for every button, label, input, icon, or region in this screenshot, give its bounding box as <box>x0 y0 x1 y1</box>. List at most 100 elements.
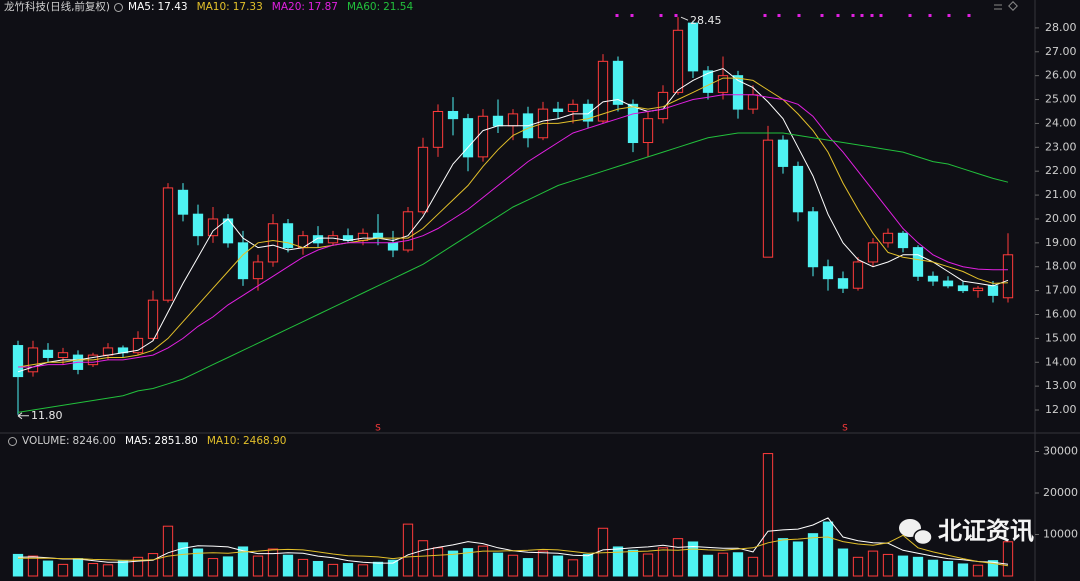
top-icons <box>994 1 1018 11</box>
volume-bar <box>897 555 909 577</box>
candle-body <box>267 223 279 263</box>
volume-bar <box>1002 541 1014 577</box>
volume-bar <box>507 554 519 577</box>
candle-body <box>162 187 174 301</box>
candle-body <box>822 266 834 280</box>
volume-bar <box>57 563 69 577</box>
volume-bar <box>207 558 219 577</box>
volume-bar <box>942 560 954 577</box>
volume-bar <box>252 555 264 577</box>
candle-body <box>567 103 579 112</box>
signal-dot <box>659 14 663 17</box>
volume-bar <box>792 541 804 577</box>
y-tick-label: 14.00 <box>1045 355 1077 368</box>
volume-bar <box>657 547 669 577</box>
candle-body <box>402 211 414 251</box>
candle-body <box>492 115 504 127</box>
legend-name: MA10: <box>206 435 240 447</box>
signal-dot <box>947 14 951 17</box>
candle-body <box>387 242 399 251</box>
ma-line <box>17 77 1009 368</box>
watermark-text: 北证资讯 <box>938 517 1034 545</box>
y-tick-label: 17.00 <box>1045 284 1077 297</box>
candle-body <box>612 60 624 105</box>
volume-bar <box>327 563 339 577</box>
volume-bar <box>882 553 894 577</box>
volume-bar <box>717 552 729 577</box>
volume-bar <box>267 548 279 577</box>
volume-bar <box>702 554 714 577</box>
signal-dot <box>836 14 840 17</box>
volume-bar <box>222 556 234 577</box>
volume-bar <box>747 556 759 577</box>
candle-body <box>57 352 69 358</box>
candle-body <box>777 139 789 167</box>
volume-legend: VOLUME: 8246.00 MA5: 2851.80 MA10: 2468.90 <box>4 434 295 448</box>
signal-dot <box>928 14 932 17</box>
signal-dot <box>879 14 883 17</box>
volume-bar <box>342 563 354 577</box>
y-tick-label: 28.00 <box>1045 21 1077 34</box>
y-tick-label: 13.00 <box>1045 379 1077 392</box>
candle-body <box>597 60 609 122</box>
candle-body <box>42 349 54 358</box>
signal-dot <box>908 14 912 17</box>
volume-bar <box>162 525 174 577</box>
volume-bar <box>972 564 984 577</box>
volume-bar <box>462 548 474 577</box>
legend-value: 17.33 <box>232 1 263 13</box>
candle-body <box>12 345 24 378</box>
signal-dot <box>674 14 678 17</box>
legend-value: 17.87 <box>307 1 338 13</box>
candle-body <box>282 223 294 249</box>
watermark-icon <box>899 519 933 546</box>
volume-tick-label: 30000 <box>1043 444 1078 457</box>
volume-bar <box>612 546 624 577</box>
legend-item: MA5: 17.43 <box>128 0 188 14</box>
chart-title: 龙竹科技(日线,前复权) <box>4 1 111 13</box>
ma-line <box>17 132 1009 413</box>
volume-bar <box>492 552 504 577</box>
min-pointer <box>17 412 29 420</box>
legend-value: 2851.80 <box>154 435 198 447</box>
legend-name: MA10: <box>196 1 230 13</box>
candle-body <box>807 211 819 268</box>
candle-body <box>147 299 159 339</box>
signal-dot <box>797 14 801 17</box>
volume-bar <box>282 554 294 577</box>
volume-bar <box>522 558 534 577</box>
signal-dot <box>777 14 781 17</box>
candle-body <box>702 70 714 93</box>
candle-body <box>987 285 999 296</box>
y-tick-label: 20.00 <box>1045 212 1077 225</box>
volume-bar <box>312 560 324 577</box>
volume-ma-line <box>18 534 1009 567</box>
volume-bar <box>567 559 579 577</box>
volume-bar <box>777 538 789 577</box>
volume-bar <box>177 542 189 577</box>
y-tick-label: 25.00 <box>1045 93 1077 106</box>
candle-body <box>912 247 924 277</box>
y-tick-label: 27.00 <box>1045 45 1077 58</box>
legend-name: MA5: <box>124 435 152 447</box>
candle-body <box>792 165 804 213</box>
candle-body <box>417 146 429 213</box>
volume-bar <box>447 550 459 577</box>
candle-body <box>582 103 594 122</box>
candle-body <box>717 75 729 93</box>
volume-bar <box>102 564 114 577</box>
signal-dot <box>630 14 634 17</box>
candle-body <box>732 75 744 110</box>
candle-body <box>837 278 849 289</box>
candle-body <box>132 337 144 354</box>
candle-body <box>357 232 369 241</box>
candle-body <box>762 139 774 258</box>
legend-icon <box>114 2 124 12</box>
ma-line <box>18 94 1008 368</box>
volume-bar <box>627 549 639 577</box>
candle-body <box>207 218 219 237</box>
signal-dot <box>763 14 767 17</box>
y-tick-label: 24.00 <box>1045 116 1077 129</box>
volume-bar <box>147 553 159 577</box>
